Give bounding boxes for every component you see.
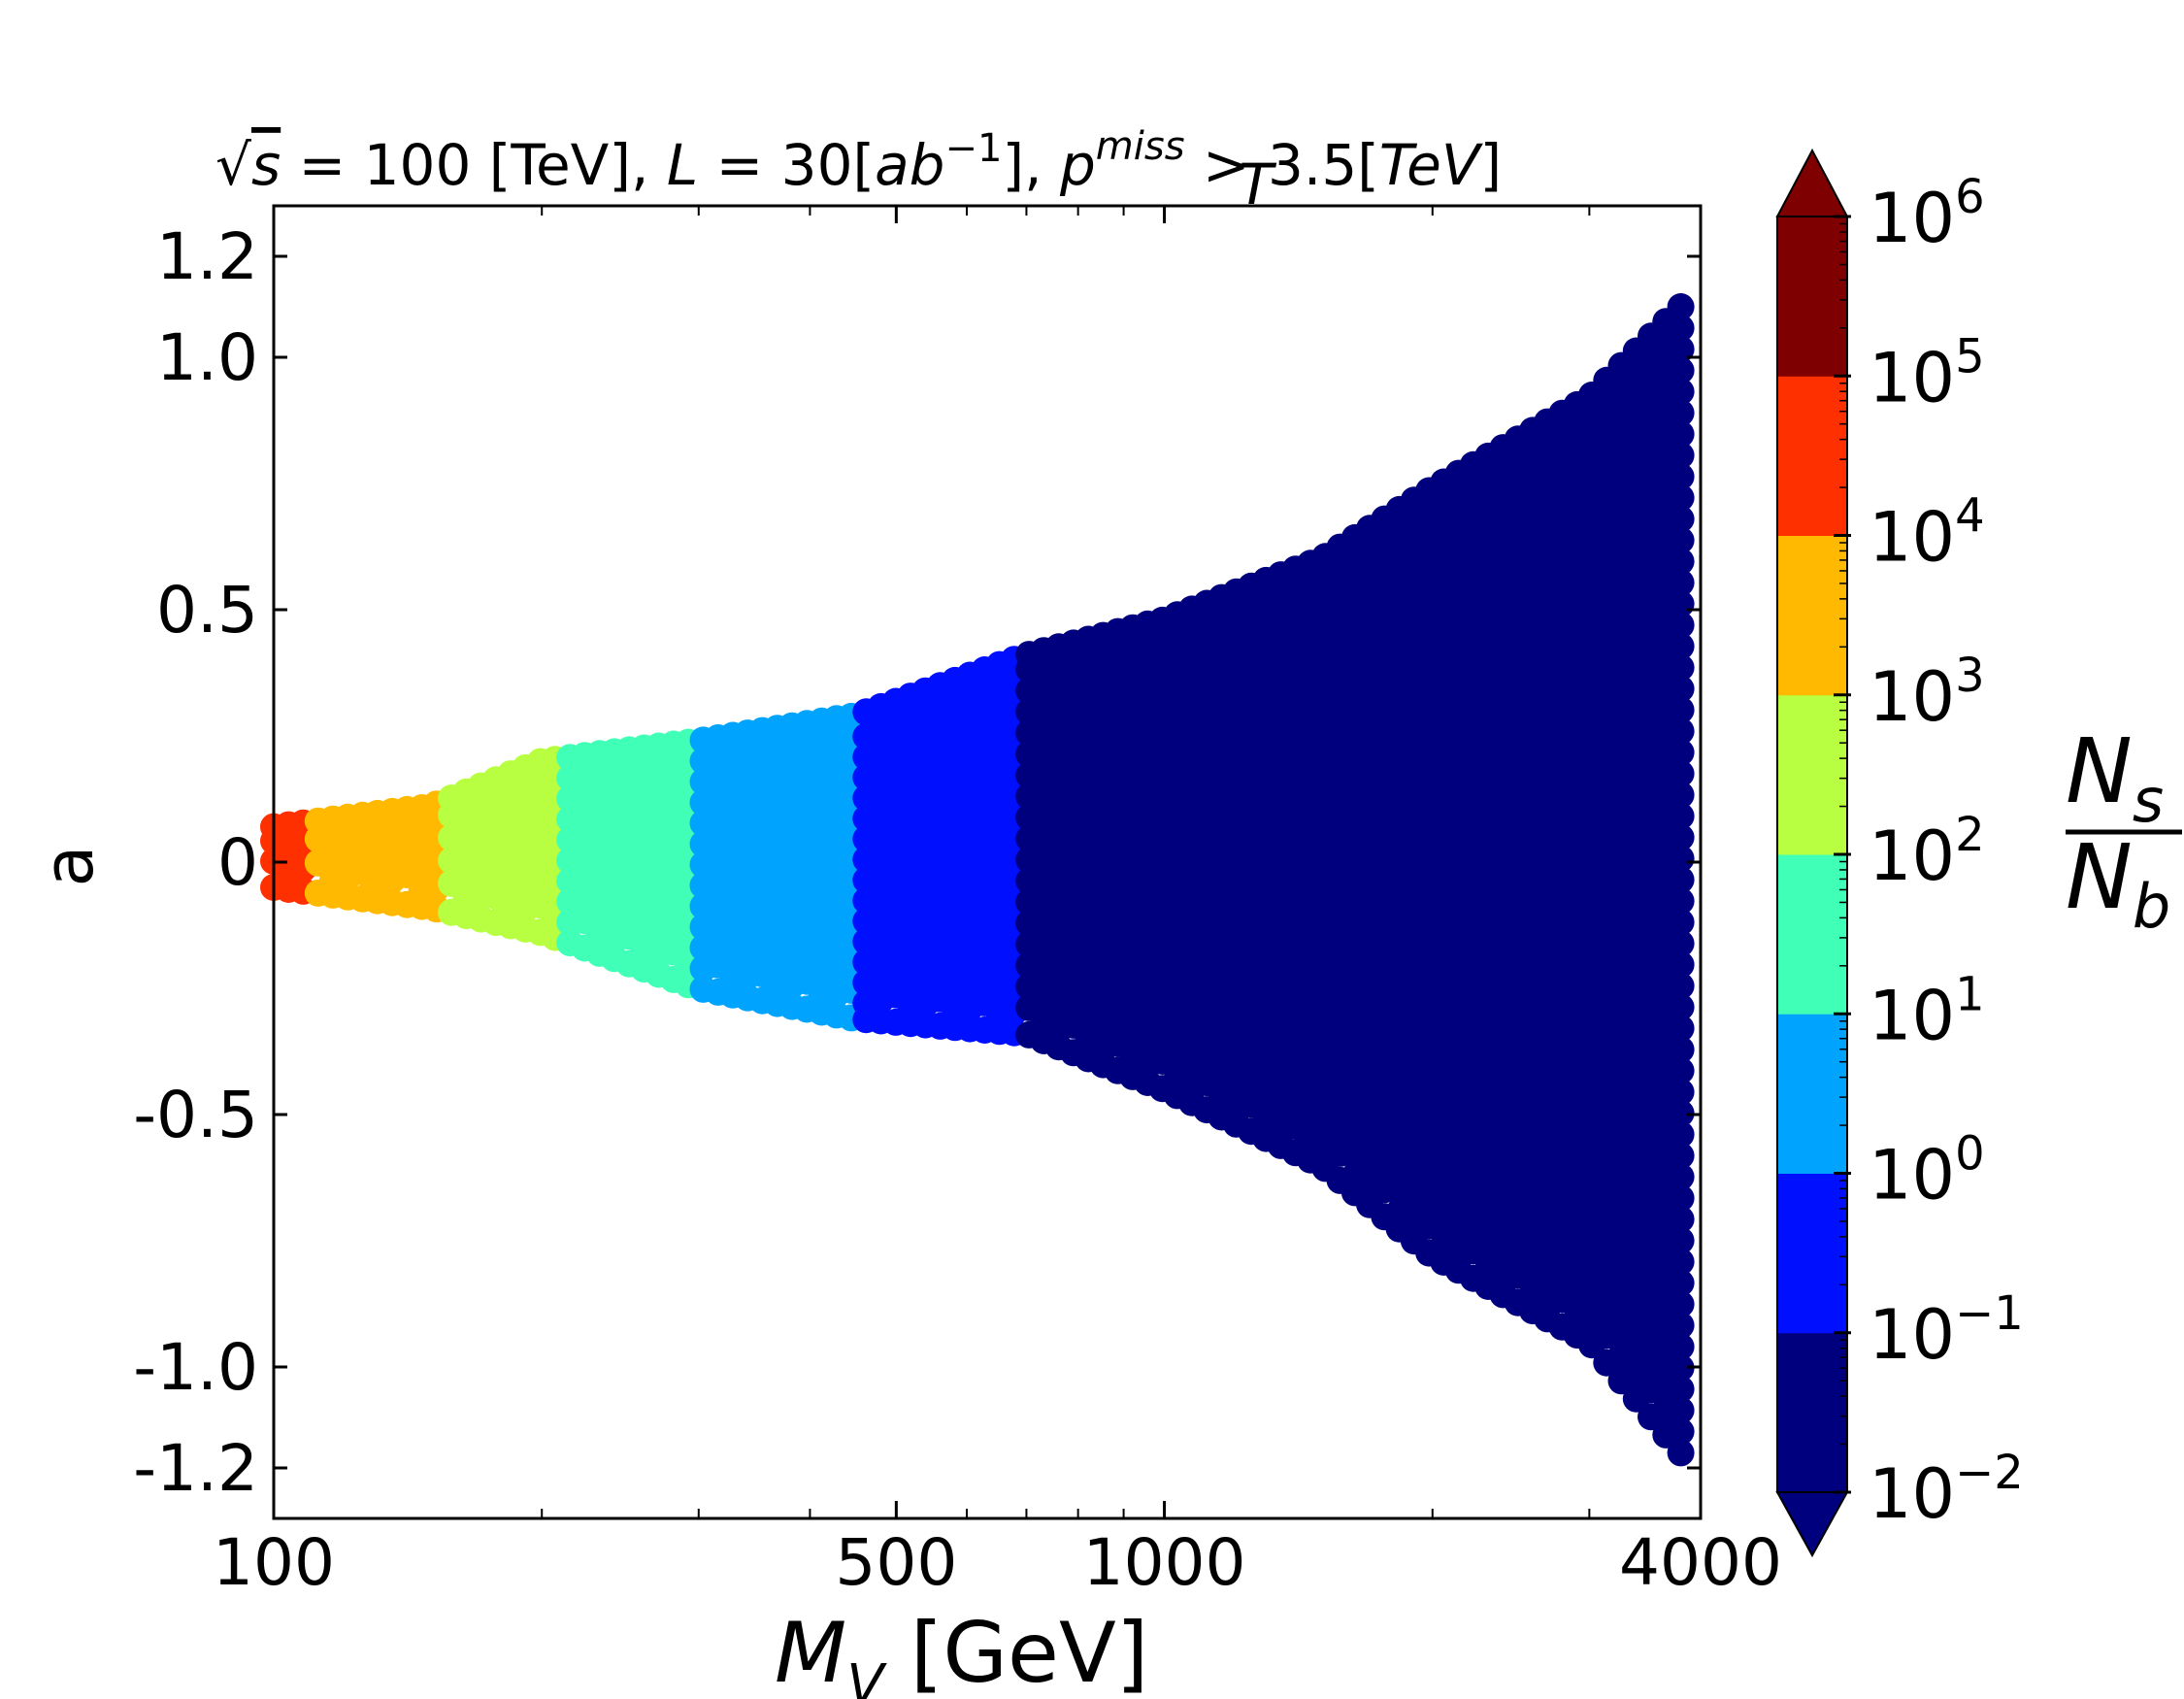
colorbar-tick-label: 10−2 [1869, 1446, 2024, 1534]
scatter-point [1667, 442, 1695, 469]
x-axis-ticks: 100 500 1000 4000 [213, 206, 1782, 1600]
scatter-point [1667, 611, 1695, 639]
colorbar-segment [1777, 217, 1847, 377]
x-tick-label: 100 [213, 1525, 335, 1600]
scatter-point [1667, 1163, 1695, 1191]
y-axis-label: a [29, 846, 109, 887]
colorbar-extend-over [1775, 148, 1849, 217]
scatter-point [1667, 378, 1695, 406]
y-axis-ticks: 1.2 1.0 0.5 0 -0.5 -1.0 -1.2 [133, 219, 1701, 1506]
scatter-point [1667, 505, 1695, 533]
scatter-point [1667, 1056, 1695, 1084]
scatter-point [1667, 717, 1695, 746]
scatter-point [1667, 356, 1695, 384]
scatter-point [1667, 950, 1695, 979]
scatter-point [1667, 1312, 1695, 1340]
colorbar-segment [1777, 535, 1847, 696]
scatter-point [1667, 1226, 1695, 1254]
x-tick-label: 4000 [1619, 1525, 1782, 1600]
colorbar-label-numerator: Ns [2066, 719, 2164, 836]
scatter-point [1667, 1396, 1695, 1424]
scatter-point [1667, 1120, 1695, 1149]
scatter-point [1667, 1333, 1695, 1361]
scatter-point [1667, 293, 1695, 320]
chart-title-subscript: T [1239, 151, 1277, 217]
scatter-point [1667, 739, 1695, 766]
scatter-point [1667, 845, 1695, 873]
colorbar-tick-label: 101 [1869, 967, 1985, 1055]
scatter-point [1667, 462, 1695, 490]
scatter-point [1667, 823, 1695, 851]
colorbar-tick-label: 106 [1869, 170, 1985, 258]
scatter-points [260, 293, 1695, 1467]
colorbar-segment [1777, 376, 1847, 536]
scatter-point [1667, 1184, 1695, 1213]
scatter-point [1667, 526, 1695, 554]
y-tick-label: -1.2 [133, 1431, 258, 1506]
colorbar-extend-under [1775, 1491, 1849, 1558]
scatter-point [1667, 887, 1695, 916]
scatter-point [1667, 1205, 1695, 1233]
scatter-point [1667, 1142, 1695, 1170]
colorbar-segment [1777, 1332, 1847, 1493]
y-tick-label: 1.2 [156, 219, 258, 294]
scatter-point [1667, 1078, 1695, 1106]
y-tick-label: 0.5 [156, 573, 258, 648]
scatter-point [1667, 929, 1695, 957]
colorbar-tick-label: 102 [1869, 808, 1985, 896]
colorbar-segment [1777, 1014, 1847, 1174]
scatter-point [1667, 548, 1695, 576]
colorbar-label-denominator: Nb [2066, 825, 2170, 942]
scatter-point [1667, 1015, 1695, 1043]
x-axis-label: MV [GeV] [775, 1605, 1148, 1699]
scatter-point [1667, 696, 1695, 724]
scatter-point [1667, 1248, 1695, 1276]
x-tick-label: 1000 [1083, 1525, 1246, 1600]
y-tick-label: 1.0 [156, 320, 258, 395]
colorbar-tick-label: 103 [1869, 649, 1985, 737]
y-tick-label: -1.0 [133, 1330, 258, 1405]
scatter-point [1667, 314, 1695, 342]
scatter-point [1667, 802, 1695, 830]
chart-title: √s = 100 [TeV], L = 30[ab−1], pmiss > 3.… [215, 124, 1502, 198]
scatter-point [1667, 653, 1695, 682]
scatter-point [1667, 1099, 1695, 1127]
colorbar-tick-label: 104 [1869, 489, 1985, 578]
scatter-point [1667, 483, 1695, 512]
colorbar-tick-label: 105 [1869, 329, 1985, 417]
colorbar-tick-label: 10−1 [1869, 1286, 2024, 1375]
scatter-point [1667, 972, 1695, 1000]
scatter-point [1667, 1375, 1695, 1403]
scatter-point [1667, 1354, 1695, 1382]
scatter-point [1667, 1269, 1695, 1297]
scatter-point [1667, 399, 1695, 427]
scatter-point [1667, 908, 1695, 936]
scatter-point [1667, 675, 1695, 703]
y-tick-label: 0 [217, 825, 258, 900]
scatter-point [1667, 569, 1695, 597]
scatter-point [1667, 1417, 1695, 1446]
scatter-point [1667, 632, 1695, 660]
scatter-point [1667, 759, 1695, 787]
x-tick-label: 500 [835, 1525, 957, 1600]
scatter-point [1667, 866, 1695, 894]
colorbar-tick-label: 100 [1869, 1127, 1985, 1216]
y-tick-label: -0.5 [133, 1078, 258, 1152]
colorbar-segment [1777, 1173, 1847, 1334]
colorbar-segment [1777, 694, 1847, 855]
scatter-point [1667, 1036, 1695, 1064]
scatter-point [1667, 993, 1695, 1021]
scatter-point [1667, 1439, 1695, 1467]
colorbar: 10−2 10−1 100 101 102 103 104 105 106 [1775, 148, 2024, 1558]
scatter-point [1667, 781, 1695, 809]
scatter-point [1667, 1290, 1695, 1318]
scatter-point [1667, 420, 1695, 449]
colorbar-label: Ns Nb [2066, 719, 2182, 942]
colorbar-segment [1777, 854, 1847, 1015]
